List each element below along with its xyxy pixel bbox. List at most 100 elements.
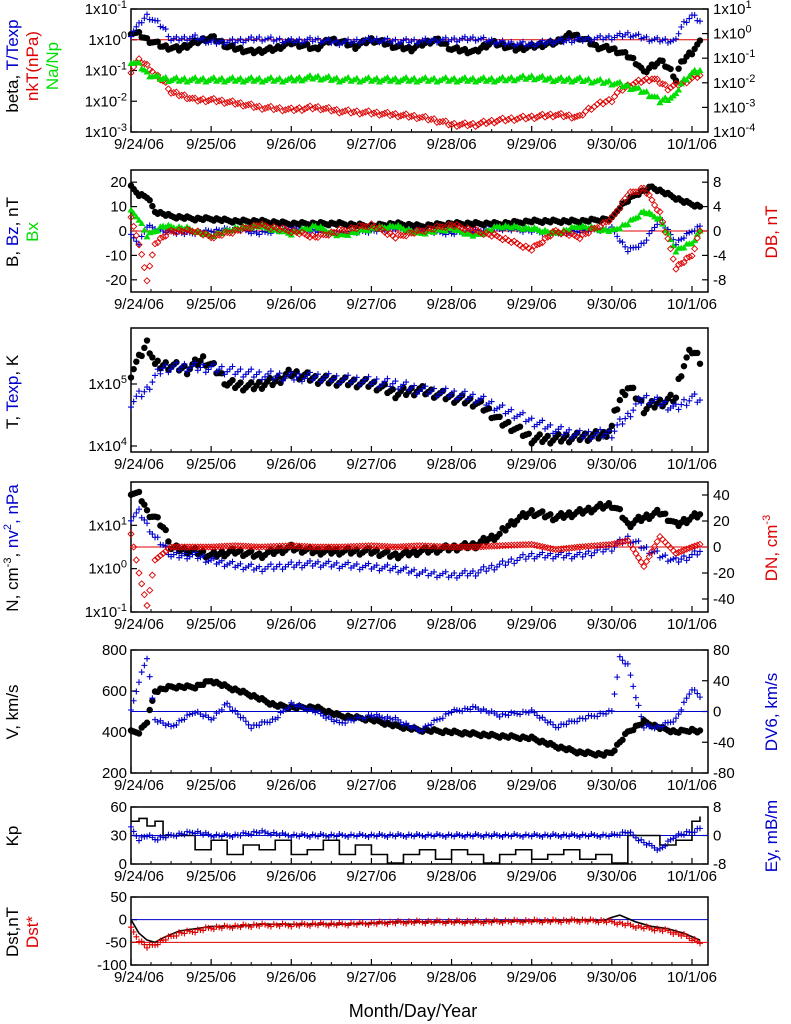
data-point-Na/Np — [402, 74, 410, 81]
data-point-nv2 — [491, 566, 498, 573]
data-point-T/Texp — [686, 15, 693, 22]
data-point-nkT — [397, 112, 405, 120]
y-left-tick-label: 0 — [119, 912, 127, 929]
data-point-Ey — [395, 831, 402, 837]
x-tick-label: 9/25/06 — [186, 136, 236, 153]
data-point-Texp — [638, 400, 645, 407]
data-point-Texp — [296, 370, 303, 377]
data-point-DN — [602, 541, 610, 549]
x-tick-label: 9/29/06 — [507, 777, 557, 794]
data-point-Ey — [290, 831, 297, 838]
data-point-nv2 — [579, 553, 586, 560]
data-point-Texp — [173, 359, 180, 366]
data-point-T — [485, 405, 493, 412]
data-point-nv2 — [502, 562, 509, 569]
data-point-DB — [191, 228, 199, 237]
x-tick-label: 9/29/06 — [507, 868, 557, 885]
data-point-DB — [132, 231, 140, 240]
data-point-T/Texp — [237, 36, 244, 43]
data-point-Ey — [643, 841, 650, 848]
data-point-DV6 — [594, 713, 601, 720]
data-point-DV6 — [387, 715, 394, 722]
data-point-Dst* — [336, 919, 343, 926]
data-point-nv2 — [411, 566, 418, 573]
data-point-Dst* — [517, 918, 524, 925]
data-point-DN — [507, 541, 515, 549]
data-point-nkT — [207, 95, 215, 104]
y-left-tick-label: 1x10-1 — [85, 61, 127, 80]
data-point-nkT — [290, 107, 298, 115]
data-point-Ey — [133, 833, 140, 839]
data-point-Texp — [216, 366, 223, 373]
data-point-DV6 — [200, 713, 207, 720]
data-point-T/Texp — [411, 36, 418, 43]
data-point-DN — [367, 542, 376, 550]
data-point-Dst* — [141, 941, 148, 948]
data-point-DB — [143, 277, 151, 285]
data-point-DV6 — [425, 722, 432, 729]
data-point-T/Texp — [442, 34, 449, 41]
data-point-DB — [242, 224, 250, 232]
data-point-Dst* — [162, 936, 169, 943]
data-point-Ey — [600, 831, 607, 838]
data-point-Bx — [140, 226, 148, 233]
data-point-Ey — [436, 832, 443, 838]
data-point-T/Texp — [345, 36, 352, 43]
data-point-T/Texp — [128, 33, 134, 40]
data-point-T/Texp — [539, 37, 546, 44]
data-point-nkT — [455, 121, 464, 129]
data-point-DV6 — [128, 707, 134, 713]
data-point-nkT — [322, 104, 330, 112]
data-point-Texp — [345, 372, 352, 379]
data-point-DV6 — [469, 703, 476, 710]
x-tick-label: 9/30/06 — [587, 296, 637, 313]
data-point-Dst* — [448, 918, 455, 925]
data-point-DN — [255, 543, 263, 551]
data-point-Texp — [157, 370, 164, 377]
data-point-Ey — [502, 831, 509, 838]
x-tick-label: 9/25/06 — [186, 456, 236, 473]
y-axis-label-left-2: nkT(nPa) — [23, 31, 42, 101]
data-point-Texp — [273, 373, 280, 380]
data-point-T/Texp — [475, 36, 482, 43]
data-point-Texp — [627, 413, 634, 420]
data-point-N — [143, 507, 151, 514]
data-point-Ey — [656, 845, 663, 852]
data-point-Dst* — [130, 929, 137, 936]
data-point-Na/Np — [546, 74, 554, 81]
data-point-Bz — [646, 230, 653, 237]
data-point-DB — [433, 222, 441, 230]
data-point-DN — [642, 557, 651, 566]
data-point-Ey — [400, 833, 407, 839]
data-point-DB — [549, 227, 557, 236]
data-point-DN — [407, 542, 416, 550]
data-point-Dst* — [184, 927, 191, 934]
data-point-Bz — [688, 228, 695, 235]
data-point-T/Texp — [632, 32, 639, 39]
data-point-T/Texp — [576, 34, 583, 41]
data-point-Na/Np — [683, 76, 691, 83]
data-point-Bz — [616, 238, 623, 245]
data-point-DB — [244, 224, 253, 232]
data-point-Texp — [439, 388, 446, 395]
data-point-T/Texp — [282, 38, 289, 45]
data-point-Ey — [638, 836, 645, 843]
data-point-DV6 — [416, 728, 423, 735]
data-point-Bz — [675, 237, 682, 244]
data-point-nkT — [477, 119, 485, 127]
data-point-Bz — [448, 230, 455, 237]
y-left-tick-label: 50 — [110, 889, 127, 906]
y-left-tick-label: 60 — [110, 799, 127, 816]
data-point-DB — [405, 229, 413, 237]
data-point-DN — [399, 542, 408, 551]
data-point-Bz — [686, 229, 693, 236]
data-point-DN — [674, 548, 683, 557]
data-point-N — [502, 527, 509, 534]
data-point-nv2 — [496, 561, 503, 568]
data-point-T/Texp — [624, 29, 631, 36]
data-point-Texp — [306, 369, 313, 376]
data-point-Texp — [594, 429, 601, 436]
data-point-nv2 — [528, 550, 535, 557]
data-point-DN — [466, 543, 474, 551]
data-point-DN — [132, 556, 140, 564]
